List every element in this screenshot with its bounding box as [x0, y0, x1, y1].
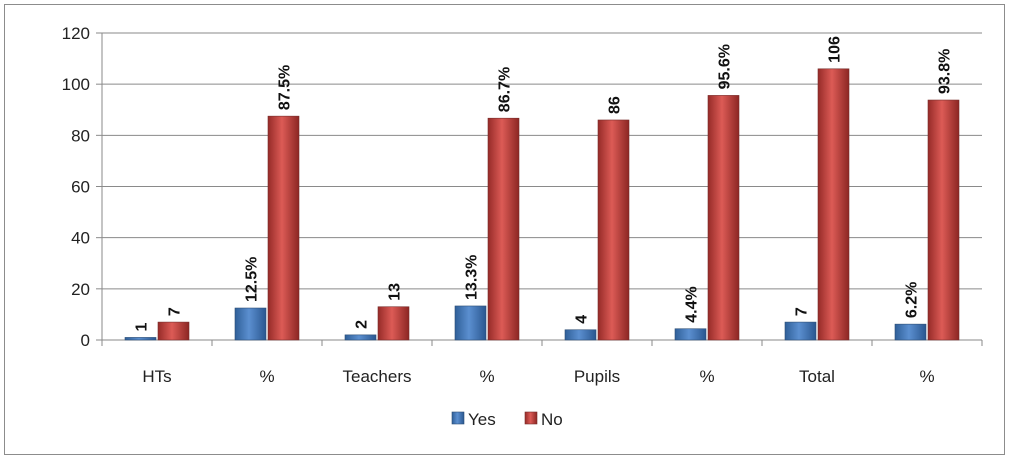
data-label-yes: 7 [794, 307, 811, 316]
bar-no-3 [487, 117, 520, 341]
bar-yes-5 [674, 328, 707, 341]
data-label-no: 93.8% [937, 49, 954, 94]
y-tick-label: 60 [71, 178, 90, 197]
bar-yes-1 [234, 307, 267, 341]
legend-swatch-no [524, 411, 538, 425]
bar-no-2 [377, 306, 410, 341]
data-label-yes: 13.3% [464, 255, 481, 300]
bar-no-5 [707, 95, 740, 341]
bar-no-4 [597, 119, 630, 341]
data-label-yes: 4 [574, 315, 591, 324]
gridlines [102, 32, 982, 290]
x-category-label: HTs [142, 367, 171, 386]
data-label-yes: 12.5% [244, 257, 261, 302]
bars [124, 68, 960, 341]
bar-no-6 [817, 68, 850, 341]
y-tick-label: 0 [81, 331, 90, 350]
x-category-label: % [699, 367, 714, 386]
bar-yes-0 [124, 337, 157, 341]
y-tick-label: 100 [62, 75, 90, 94]
y-tick-label: 20 [71, 280, 90, 299]
data-label-yes: 2 [354, 320, 371, 329]
bar-no-0 [157, 321, 190, 341]
legend-label-no: No [541, 410, 563, 429]
x-category-label: Pupils [574, 367, 620, 386]
bar-yes-6 [784, 321, 817, 341]
x-category-label: % [919, 367, 934, 386]
bar-no-7 [927, 99, 960, 341]
legend-swatch-yes [451, 411, 465, 425]
data-label-no: 86 [607, 96, 624, 114]
data-labels: 1 12.5% 2 13.3% 4 4.4% 7 6.2% 7 87.5% 13 86.7% 86 95.… [134, 36, 954, 331]
x-category-label: Teachers [343, 367, 412, 386]
x-category-label: % [259, 367, 274, 386]
data-label-yes: 4.4% [684, 286, 701, 322]
data-label-yes: 1 [134, 322, 151, 331]
data-label-no: 13 [387, 283, 404, 301]
x-category-label: % [479, 367, 494, 386]
y-tick-label: 80 [71, 126, 90, 145]
data-label-no: 86.7% [497, 67, 514, 112]
legend: Yes No [451, 410, 563, 429]
bar-yes-4 [564, 329, 597, 341]
data-label-no: 87.5% [277, 65, 294, 110]
data-label-yes: 6.2% [904, 282, 921, 318]
y-tick-label: 120 [62, 24, 90, 43]
bar-yes-2 [344, 334, 377, 341]
x-category-label: Total [799, 367, 835, 386]
legend-label-yes: Yes [468, 410, 496, 429]
data-label-no: 106 [827, 36, 844, 63]
bar-yes-7 [894, 323, 927, 341]
data-label-no: 95.6% [717, 44, 734, 89]
data-label-no: 7 [167, 307, 184, 316]
bar-no-1 [267, 115, 300, 341]
bar-yes-3 [454, 305, 487, 341]
y-tick-label: 40 [71, 229, 90, 248]
